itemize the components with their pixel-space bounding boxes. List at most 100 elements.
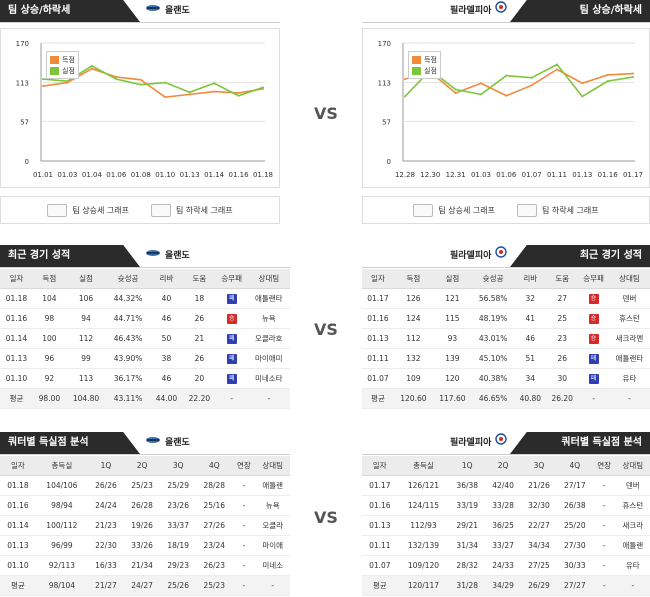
- table-cell: 새크라멘: [608, 328, 650, 349]
- quarter-table-left: 일자 총득실 1Q 2Q 3Q 4Q 연장 상대팀 01.18 104/106 26/26 25/23…: [0, 456, 290, 596]
- column-header: 일자: [362, 456, 398, 476]
- table-cell: 유타: [608, 368, 650, 389]
- table-row[interactable]: 01.07 109/120 28/32 24/33 27/25 30/33- 유타: [362, 555, 650, 576]
- table-cell: 26: [182, 348, 216, 369]
- average-cell: 120.60: [393, 388, 433, 409]
- table-cell: 25/23: [124, 475, 161, 496]
- table-cell: 18: [182, 288, 216, 309]
- table-cell: 124/115: [397, 495, 450, 516]
- table-row[interactable]: 01.11 132 139 45.10% 51 26 패 애틀랜타: [362, 348, 650, 369]
- table-row[interactable]: 01.11 132/139 31/34 33/27 34/34 27/30- 애틀랜: [362, 535, 650, 556]
- average-cell: 26.20: [546, 388, 579, 409]
- trend-chart-svg-right: 170 113 57 0 12.28 12.30 12.31 01.03 01.06 01.07 0…: [378, 40, 643, 179]
- table-cell: 뉴욕: [247, 308, 290, 329]
- table-cell: 132: [393, 348, 433, 369]
- table-row[interactable]: 01.16 124/115 33/19 33/28 32/30 26/38- 휴스턴: [362, 495, 650, 516]
- table-row[interactable]: 01.16 124 115 48.19% 41 25 승 휴스턴: [362, 308, 650, 329]
- table-cell: 40: [149, 288, 183, 309]
- table-header-row: 일자 득점 실점 슛성공 리바 도움 승무패 상대팀: [362, 269, 650, 289]
- average-cell: -: [615, 575, 650, 596]
- data-point: [213, 82, 216, 85]
- table-cell: 33/26: [124, 535, 161, 556]
- table-cell: 25/16: [196, 495, 233, 516]
- vs-label-trend: VS: [314, 104, 338, 123]
- table-cell: 112: [65, 328, 107, 349]
- table-cell: 27: [546, 288, 579, 309]
- table-cell: 01.18: [0, 288, 33, 309]
- average-cell: -: [232, 575, 256, 596]
- win-badge: 승: [588, 333, 599, 344]
- table-cell: 93: [432, 328, 472, 349]
- average-row: 평균 98/104 21/27 24/27 25/26 25/23- -: [0, 575, 290, 596]
- data-point: [606, 80, 609, 83]
- uptrend-button-right[interactable]: 팀 상승세 그래프: [413, 203, 495, 217]
- x-tick-label: 01.13: [572, 171, 592, 179]
- table-row[interactable]: 01.14 100/112 21/23 19/26 33/37 27/26- 오클라: [0, 515, 290, 536]
- data-point: [480, 93, 482, 96]
- table-row[interactable]: 01.10 92 113 36.17% 46 20 패 미네소타: [0, 368, 290, 389]
- column-header: 승무패: [578, 269, 609, 289]
- data-point: [164, 96, 167, 99]
- downtrend-button-left[interactable]: 팀 하락세 그래프: [151, 203, 233, 217]
- data-point: [530, 76, 533, 79]
- table-row[interactable]: 01.13 96 99 43.90% 38 26 패 마이애미: [0, 348, 290, 369]
- table-row[interactable]: 01.17 126 121 56.58% 32 27 승 덴버: [362, 288, 650, 309]
- data-point: [556, 63, 558, 66]
- result-cell: 패: [215, 348, 248, 369]
- table-cell: 33/19: [449, 495, 486, 516]
- column-header: 3Q: [160, 456, 197, 476]
- downtrend-button-right[interactable]: 팀 하락세 그래프: [517, 203, 599, 217]
- table-row[interactable]: 01.13 112 93 43.01% 46 23 승 새크라멘: [362, 328, 650, 349]
- table-cell: 51: [514, 348, 547, 369]
- table-row[interactable]: 01.07 109 120 40.38% 34 30 패 유타: [362, 368, 650, 389]
- average-cell: 120/117: [397, 575, 450, 596]
- table-cell: 01.16: [362, 308, 394, 329]
- table-row[interactable]: 01.17 126/121 36/38 42/40 21/26 27/17- 덴버: [362, 475, 650, 496]
- x-tick-label: 12.30: [420, 171, 440, 179]
- table-cell: 27/30: [556, 535, 593, 556]
- table-cell: 25/20: [556, 515, 593, 536]
- table-cell: 36/38: [449, 475, 486, 496]
- table-row[interactable]: 01.13 112/93 29/21 36/25 22/27 25/20- 새크라: [362, 515, 650, 536]
- table-header-row: 일자 득점 실점 슛성공 리바 도움 승무패 상대팀: [0, 269, 290, 289]
- uptrend-button-left[interactable]: 팀 상승세 그래프: [47, 203, 129, 217]
- table-cell: 32: [514, 288, 547, 309]
- data-point: [262, 86, 264, 89]
- win-badge: 승: [588, 313, 599, 324]
- table-cell: 01.13: [0, 535, 36, 556]
- column-header: 1Q: [87, 456, 125, 476]
- table-cell: 30: [546, 368, 579, 389]
- table-row[interactable]: 01.18 104 106 44.32% 40 18 패 애틀랜타: [0, 288, 290, 309]
- table-cell: 50: [149, 328, 183, 349]
- table-row[interactable]: 01.10 92/113 16/33 21/34 29/23 26/23- 미네소: [0, 555, 290, 576]
- table-row[interactable]: 01.16 98/94 24/24 26/28 23/26 25/16- 뉴욕: [0, 495, 290, 516]
- table-cell: 106: [65, 288, 107, 309]
- result-cell: 패: [578, 348, 609, 369]
- table-cell: 112/93: [397, 515, 450, 536]
- trend-header-right: 팀 상승/하락세: [510, 0, 650, 22]
- team-name-right: 필라델피아: [450, 0, 508, 22]
- table-cell: 01.10: [0, 368, 33, 389]
- orlando-logo-icon: [145, 0, 161, 22]
- table-cell: 01.14: [0, 515, 36, 536]
- result-cell: 패: [215, 288, 248, 309]
- team-name-left: 올랜도: [145, 0, 190, 22]
- recent-header-left: 최근 경기 성적: [0, 245, 140, 267]
- data-point: [454, 88, 457, 91]
- result-cell: 승: [578, 308, 609, 329]
- table-cell: 46: [514, 328, 547, 349]
- average-cell: 104.80: [65, 388, 107, 409]
- result-cell: 승: [215, 308, 248, 329]
- quarter-team-right: 필라델피아: [450, 432, 508, 454]
- table-row[interactable]: 01.13 96/99 22/30 33/26 18/19 23/24- 마이애: [0, 535, 290, 556]
- philadelphia-logo-icon: [495, 432, 508, 454]
- table-row[interactable]: 01.18 104/106 26/26 25/23 25/29 28/28- 애틀랜: [0, 475, 290, 496]
- y-tick-label: 170: [16, 40, 29, 48]
- average-cell: 40.80: [514, 388, 547, 409]
- table-row[interactable]: 01.16 98 94 44.71% 46 26 승 뉴욕: [0, 308, 290, 329]
- quarter-panel-left: 쿼터별 득실점 분석 올랜도 일자 총득실 1Q 2Q 3Q 4Q 연장 상대팀 01.18 10…: [0, 432, 290, 597]
- table-row[interactable]: 01.14 100 112 46.43% 50 21 패 오클라호: [0, 328, 290, 349]
- column-header: 득점: [393, 269, 433, 289]
- average-cell: 22.20: [182, 388, 216, 409]
- table-cell: 28/28: [196, 475, 233, 496]
